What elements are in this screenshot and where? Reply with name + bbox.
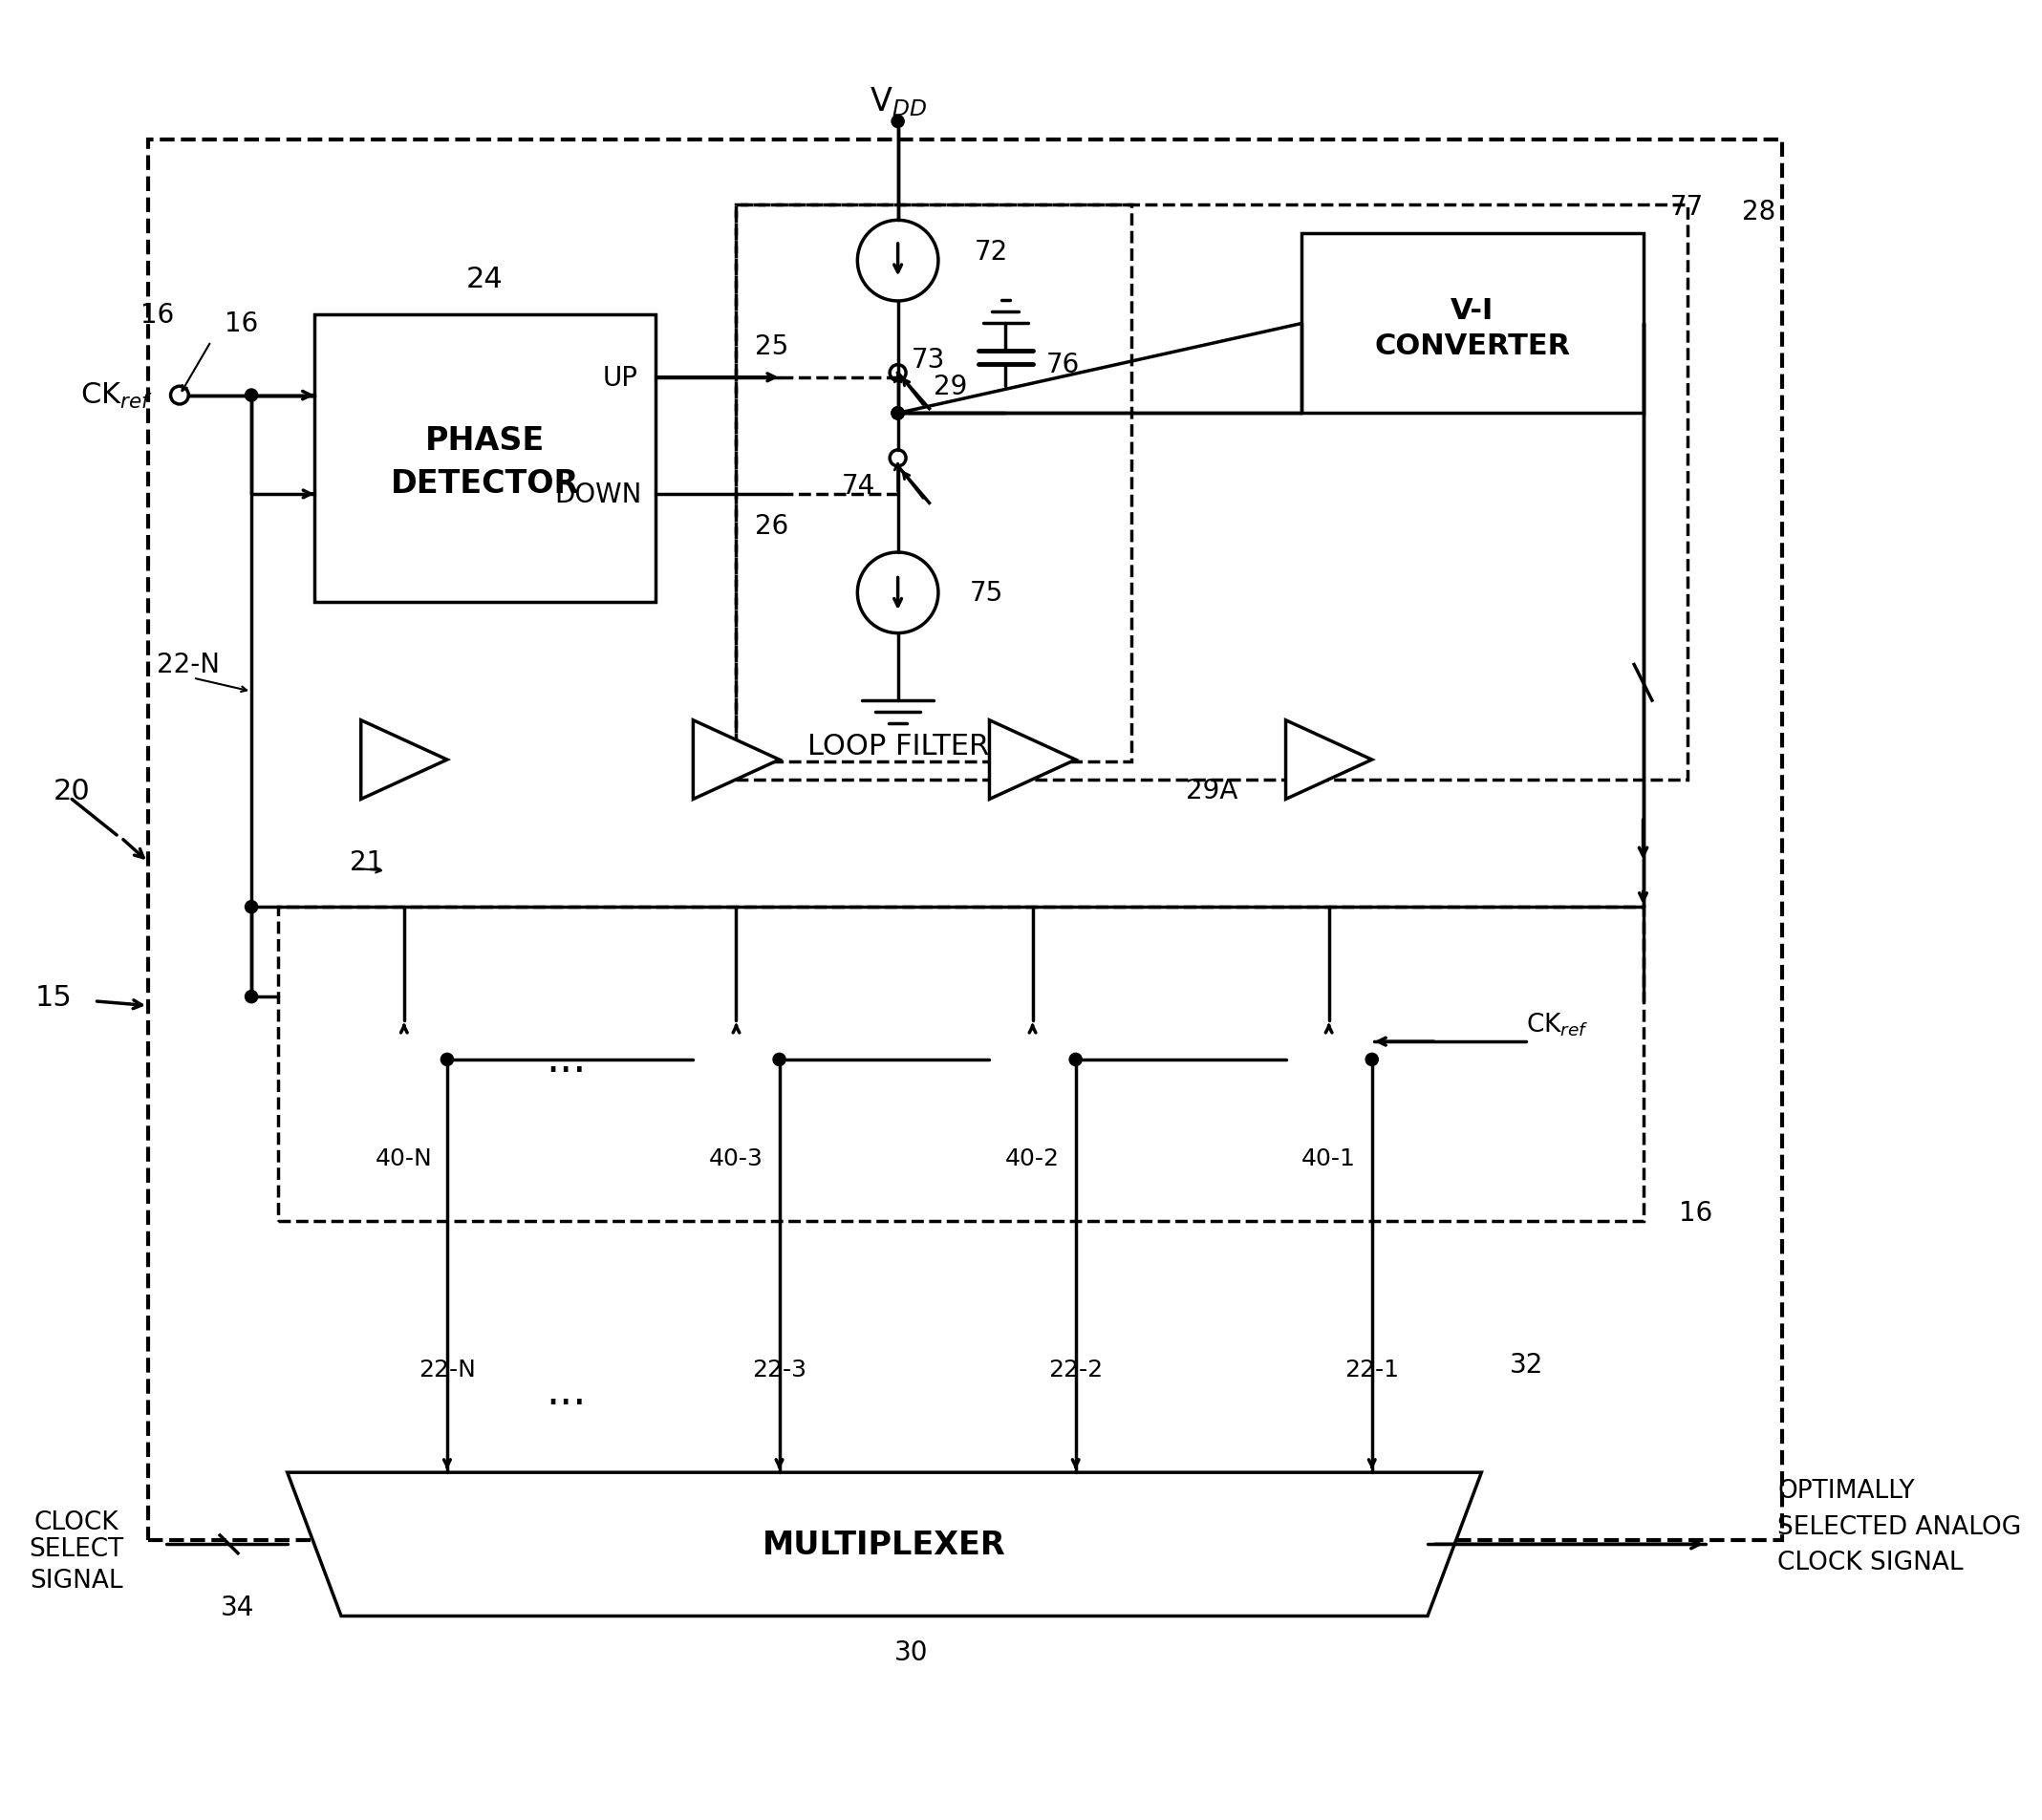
Text: LOOP FILTER: LOOP FILTER: [807, 732, 988, 759]
Text: 75: 75: [970, 581, 1003, 606]
Circle shape: [172, 388, 188, 404]
Text: SIGNAL: SIGNAL: [31, 1567, 123, 1592]
Text: 22-N: 22-N: [419, 1358, 476, 1381]
Circle shape: [245, 901, 257, 914]
Text: 32: 32: [1509, 1352, 1544, 1378]
Text: OPTIMALLY: OPTIMALLY: [1779, 1478, 1915, 1503]
Text: MULTIPLEXER: MULTIPLEXER: [764, 1529, 1007, 1560]
Text: UP: UP: [602, 364, 637, 391]
Text: 40-2: 40-2: [1005, 1147, 1060, 1170]
Polygon shape: [288, 1472, 1480, 1616]
Text: 21: 21: [349, 850, 384, 875]
Text: 22-2: 22-2: [1048, 1358, 1103, 1381]
Text: CK$_{ref}$: CK$_{ref}$: [1525, 1010, 1589, 1037]
Text: 77: 77: [1670, 195, 1703, 220]
Circle shape: [245, 990, 257, 1003]
Polygon shape: [990, 721, 1076, 799]
Text: ...: ...: [545, 1039, 586, 1081]
Text: 26: 26: [756, 513, 788, 539]
Text: SELECT: SELECT: [29, 1536, 125, 1562]
Text: CK$_{ref}$: CK$_{ref}$: [80, 380, 153, 411]
Circle shape: [892, 408, 905, 420]
Text: CLOCK: CLOCK: [35, 1509, 118, 1534]
Circle shape: [892, 408, 905, 420]
Text: 16: 16: [225, 311, 257, 337]
Circle shape: [1070, 1054, 1082, 1067]
Bar: [278, 908, 1644, 1221]
Text: PHASE: PHASE: [425, 426, 545, 457]
Bar: [1303, 235, 1644, 413]
Text: 29A: 29A: [1186, 777, 1237, 804]
Polygon shape: [361, 721, 447, 799]
Text: 25: 25: [756, 333, 788, 360]
Text: 15: 15: [35, 983, 71, 1010]
Bar: [149, 140, 1783, 1540]
Circle shape: [1366, 1054, 1378, 1067]
Text: 22-1: 22-1: [1346, 1358, 1399, 1381]
Text: 40-3: 40-3: [709, 1147, 764, 1170]
Text: 73: 73: [911, 346, 945, 373]
Text: 72: 72: [974, 238, 1009, 266]
Text: 29: 29: [933, 373, 968, 400]
Circle shape: [245, 389, 257, 402]
Text: DETECTOR: DETECTOR: [390, 468, 580, 499]
Circle shape: [441, 1054, 453, 1067]
Bar: [737, 206, 1131, 763]
Circle shape: [890, 366, 907, 382]
Text: 20: 20: [53, 777, 90, 804]
Bar: [314, 315, 655, 602]
Circle shape: [774, 1054, 786, 1067]
Text: V-I: V-I: [1450, 297, 1495, 324]
Circle shape: [858, 220, 937, 302]
Text: 74: 74: [841, 471, 876, 499]
Text: 22-3: 22-3: [751, 1358, 807, 1381]
Bar: [737, 206, 1689, 781]
Polygon shape: [692, 721, 780, 799]
Circle shape: [892, 368, 905, 380]
Circle shape: [892, 408, 905, 420]
Text: DOWN: DOWN: [555, 480, 641, 508]
Polygon shape: [1286, 721, 1372, 799]
Text: CONVERTER: CONVERTER: [1374, 333, 1570, 360]
Text: V$_{DD}$: V$_{DD}$: [870, 86, 927, 118]
Circle shape: [892, 116, 905, 129]
Text: 40-N: 40-N: [376, 1147, 433, 1170]
Text: 40-1: 40-1: [1301, 1147, 1356, 1170]
Text: 28: 28: [1742, 198, 1777, 226]
Text: 24: 24: [466, 266, 504, 293]
Text: CLOCK SIGNAL: CLOCK SIGNAL: [1779, 1551, 1964, 1574]
Text: SELECTED ANALOG: SELECTED ANALOG: [1779, 1514, 2022, 1540]
Text: 34: 34: [221, 1594, 255, 1620]
Text: 22-N: 22-N: [157, 652, 221, 679]
Text: 16: 16: [1679, 1199, 1713, 1225]
Text: 30: 30: [894, 1638, 929, 1665]
Text: ...: ...: [545, 1370, 586, 1412]
Text: 76: 76: [1046, 351, 1080, 379]
Circle shape: [890, 451, 907, 466]
Text: 16: 16: [141, 302, 174, 328]
Circle shape: [858, 553, 937, 633]
